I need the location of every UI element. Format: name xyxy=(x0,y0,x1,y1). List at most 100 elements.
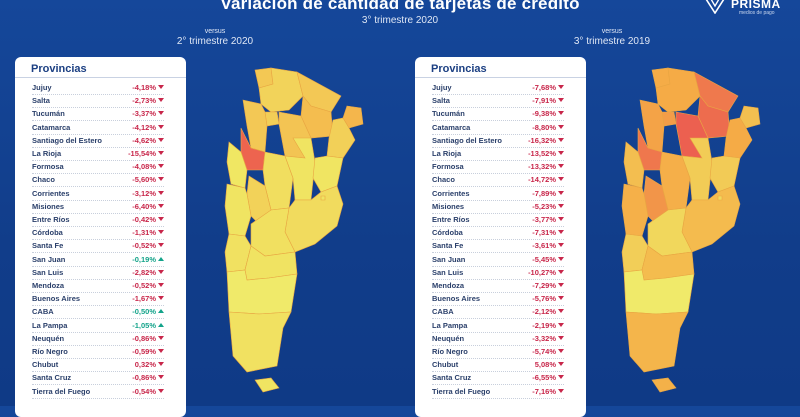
table-row-la-rioja: La Rioja -15,54% xyxy=(15,148,186,161)
row-divider xyxy=(32,292,164,293)
row-divider xyxy=(432,318,564,320)
province-name: Neuquén xyxy=(32,333,65,343)
province-name: Tucumán xyxy=(32,109,65,119)
table-row-salta: Salta -7,91% xyxy=(415,95,586,109)
table-row-la-pampa: La Pampa -2,19% xyxy=(415,320,586,333)
variation-value: -7,68% xyxy=(532,83,556,92)
row-divider xyxy=(32,107,164,109)
table-row-tucuman: Tucumán -9,38% xyxy=(415,108,586,122)
triangle-down-icon xyxy=(558,296,564,301)
triangle-down-icon xyxy=(558,190,564,195)
row-divider xyxy=(32,239,164,241)
table-row-entre-rios: Entre Ríos -0,42% xyxy=(15,214,186,227)
province-name: San Luis xyxy=(432,267,464,277)
row-divider xyxy=(32,397,164,399)
triangle-down-icon xyxy=(558,243,564,248)
table-row-tierra-del-fuego: Tierra del Fuego -7,16% xyxy=(415,386,586,399)
triangle-down-icon xyxy=(558,177,564,182)
province-name: San Juan xyxy=(32,254,66,264)
row-divider xyxy=(432,384,564,386)
variation-value: -1,31% xyxy=(132,228,156,238)
map-region-tierra-del-fuego xyxy=(254,377,280,393)
triangle-down-icon xyxy=(158,362,164,367)
map-region-tierra-del-fuego xyxy=(651,377,677,393)
map-region-mendoza xyxy=(621,183,649,237)
map-region-santa-cruz xyxy=(228,311,292,373)
row-divider xyxy=(432,331,564,333)
province-name: Santa Cruz xyxy=(32,373,72,383)
map-region-tucuman xyxy=(264,111,280,127)
triangle-down-icon xyxy=(158,217,164,221)
variation-value: -0,50% xyxy=(132,307,156,317)
triangle-down-icon xyxy=(158,137,164,142)
variation-value: -7,91% xyxy=(532,96,556,106)
province-name: Santiago del Estero xyxy=(32,135,103,145)
province-name: Buenos Aires xyxy=(32,294,81,304)
province-name: Neuquén xyxy=(432,333,465,343)
table-row-san-luis: San Luis -2,82% xyxy=(15,267,186,280)
triangle-up-icon xyxy=(158,322,164,327)
variation-value: -13,52% xyxy=(528,149,556,158)
triangle-down-icon xyxy=(558,269,564,274)
province-name: Río Negro xyxy=(32,347,68,356)
row-divider xyxy=(32,146,164,148)
triangle-down-icon xyxy=(158,111,164,116)
row-divider xyxy=(432,371,564,373)
map-region-catamarca xyxy=(639,99,665,153)
triangle-down-icon xyxy=(158,164,164,169)
province-name: San Luis xyxy=(32,267,64,277)
triangle-down-icon xyxy=(158,283,164,287)
province-name: Jujuy xyxy=(32,83,52,92)
row-divider xyxy=(32,173,164,175)
table-row-tierra-del-fuego: Tierra del Fuego -0,54% xyxy=(15,386,186,399)
table-row-santiago-del-estero: Santiago del Estero -16,32% xyxy=(415,135,586,148)
table-header: Provincias xyxy=(15,57,186,78)
table-row-santa-cruz: Santa Cruz -6,55% xyxy=(415,372,586,386)
table-row-misiones: Misiones -5,23% xyxy=(415,201,586,214)
province-name: Tucumán xyxy=(432,109,465,119)
variation-value: -5,74% xyxy=(532,347,556,356)
prisma-logo-icon xyxy=(705,0,725,14)
province-table-left: Provincias Jujuy -4,18% Salta -2,73% Tucumán… xyxy=(15,57,186,417)
table-row-rio-negro: Río Negro -0,59% xyxy=(15,346,186,359)
row-divider xyxy=(32,226,164,227)
row-divider xyxy=(432,278,564,280)
row-divider xyxy=(32,186,164,188)
variation-value: -2,19% xyxy=(532,320,556,330)
table-row-mendoza: Mendoza -7,29% xyxy=(415,280,586,293)
map-region-buenos-aires xyxy=(681,185,741,253)
variation-value: -4,12% xyxy=(132,122,156,132)
table-row-santa-fe: Santa Fe -0,52% xyxy=(15,240,186,254)
variation-value: -3,77% xyxy=(532,215,556,224)
map-region-entre-rios xyxy=(709,155,741,193)
argentina-map-left xyxy=(224,67,364,393)
triangle-down-icon xyxy=(158,85,164,89)
row-divider xyxy=(432,252,564,254)
table-row-jujuy: Jujuy -7,68% xyxy=(415,82,586,95)
row-divider xyxy=(432,146,564,148)
row-divider xyxy=(432,107,564,109)
variation-value: -13,32% xyxy=(528,162,556,172)
row-divider xyxy=(432,120,564,122)
table-row-la-rioja: La Rioja -13,52% xyxy=(415,148,586,161)
row-divider xyxy=(32,199,164,201)
province-name: Salta xyxy=(32,96,50,106)
variation-value: -0,52% xyxy=(132,241,156,251)
comparison-label-right: versus 3° trimestre 2019 xyxy=(527,28,697,48)
comparison-period: 2° trimestre 2020 xyxy=(176,36,254,47)
variation-value: -0,86% xyxy=(132,373,156,383)
triangle-down-icon xyxy=(158,190,164,195)
province-name: La Pampa xyxy=(32,320,68,330)
province-name: Tierra del Fuego xyxy=(432,386,491,396)
triangle-down-icon xyxy=(158,269,164,274)
province-name: Santiago del Estero xyxy=(432,135,503,145)
row-divider xyxy=(432,397,564,399)
row-divider xyxy=(32,94,164,95)
triangle-down-icon xyxy=(158,230,164,235)
triangle-down-icon xyxy=(158,296,164,301)
table-row-chubut: Chubut 5,08% xyxy=(415,359,586,373)
map-region-caba xyxy=(320,195,326,201)
comparison-period: 3° trimestre 2019 xyxy=(573,36,651,47)
row-divider xyxy=(432,94,564,95)
variation-value: -3,32% xyxy=(532,333,556,343)
